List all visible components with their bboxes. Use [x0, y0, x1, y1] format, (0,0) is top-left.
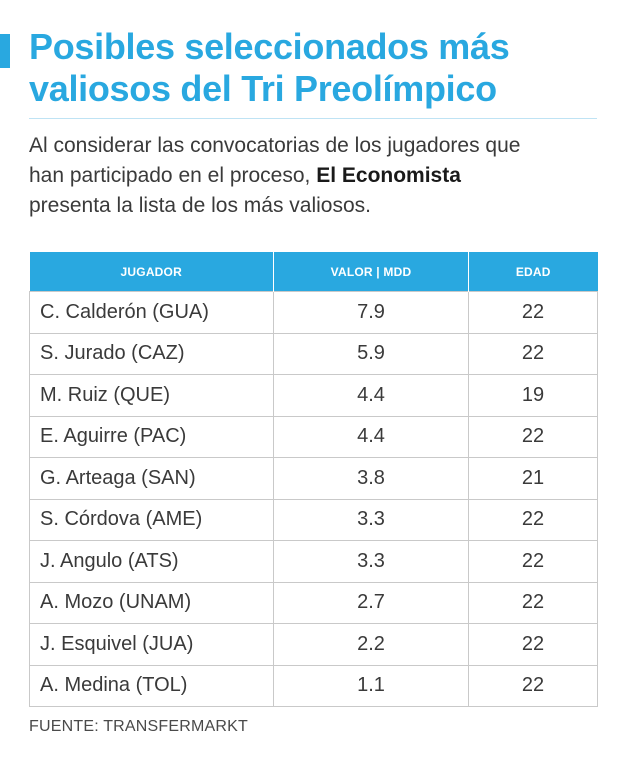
market-value-cell: 2.7 — [273, 581, 469, 624]
market-value-cell: 5.9 — [273, 332, 469, 375]
age-cell: 22 — [468, 623, 598, 666]
players-table: JUGADOR VALOR | MDD EDAD C. Calderón (GUA)… — [29, 252, 598, 707]
title-line-1: Posibles seleccionados más — [29, 26, 510, 67]
player-name-cell: J. Angulo (ATS) — [29, 540, 274, 583]
title-accent-bar — [0, 34, 10, 68]
age-cell: 22 — [468, 664, 598, 707]
market-value-cell: 1.1 — [273, 664, 469, 707]
player-name-cell: C. Calderón (GUA) — [29, 291, 274, 334]
age-cell: 21 — [468, 457, 598, 500]
player-name-cell: G. Arteaga (SAN) — [29, 457, 274, 500]
source-note: FUENTE: TRANSFERMARKT — [29, 718, 249, 735]
age-cell: 22 — [468, 498, 598, 541]
table-row: A. Medina (TOL) 1.1 22 — [29, 664, 598, 707]
age-cell: 22 — [468, 415, 598, 458]
column-header-age: EDAD — [468, 252, 598, 292]
age-cell: 22 — [468, 540, 598, 583]
market-value-cell: 7.9 — [273, 291, 469, 334]
intro-line-1: Al considerar las convocatorias de los j… — [29, 134, 521, 157]
age-cell: 19 — [468, 374, 598, 417]
market-value-cell: 3.8 — [273, 457, 469, 500]
title-line-2: valiosos del Tri Preolímpico — [29, 68, 497, 109]
table-header: JUGADOR VALOR | MDD EDAD — [29, 252, 598, 292]
age-cell: 22 — [468, 291, 598, 334]
player-name-cell: M. Ruiz (QUE) — [29, 374, 274, 417]
title-divider — [29, 118, 597, 119]
intro-text: Al considerar las convocatorias de los j… — [29, 131, 599, 221]
intro-line-3: presenta la lista de los más valiosos. — [29, 194, 371, 217]
player-name-cell: E. Aguirre (PAC) — [29, 415, 274, 458]
table-row: C. Calderón (GUA) 7.9 22 — [29, 291, 598, 334]
table-row: E. Aguirre (PAC) 4.4 22 — [29, 415, 598, 458]
page-title: Posibles seleccionados más valiosos del … — [29, 26, 604, 110]
table-row: J. Angulo (ATS) 3.3 22 — [29, 540, 598, 583]
player-name-cell: J. Esquivel (JUA) — [29, 623, 274, 666]
player-name-cell: A. Mozo (UNAM) — [29, 581, 274, 624]
market-value-cell: 3.3 — [273, 498, 469, 541]
table-row: A. Mozo (UNAM) 2.7 22 — [29, 581, 598, 624]
table-row: M. Ruiz (QUE) 4.4 19 — [29, 374, 598, 417]
player-name-cell: A. Medina (TOL) — [29, 664, 274, 707]
intro-line-2-text: han participado en el proceso, — [29, 164, 317, 187]
column-header-player: JUGADOR — [29, 252, 274, 292]
table-row: S. Jurado (CAZ) 5.9 22 — [29, 332, 598, 375]
age-cell: 22 — [468, 581, 598, 624]
table-body: C. Calderón (GUA) 7.9 22 S. Jurado (CAZ) 5.9… — [29, 291, 598, 707]
player-name-cell: S. Córdova (AME) — [29, 498, 274, 541]
market-value-cell: 3.3 — [273, 540, 469, 583]
age-cell: 22 — [468, 332, 598, 375]
publication-name: El Economista — [316, 164, 461, 187]
table-row: J. Esquivel (JUA) 2.2 22 — [29, 623, 598, 666]
market-value-cell: 4.4 — [273, 415, 469, 458]
market-value-cell: 2.2 — [273, 623, 469, 666]
table-row: G. Arteaga (SAN) 3.8 21 — [29, 457, 598, 500]
intro-line-2: han participado en el proceso, El Econom… — [29, 161, 599, 191]
market-value-cell: 4.4 — [273, 374, 469, 417]
column-header-value: VALOR | MDD — [273, 252, 469, 292]
player-name-cell: S. Jurado (CAZ) — [29, 332, 274, 375]
table-row: S. Córdova (AME) 3.3 22 — [29, 498, 598, 541]
table-header-row: JUGADOR VALOR | MDD EDAD — [29, 252, 598, 292]
